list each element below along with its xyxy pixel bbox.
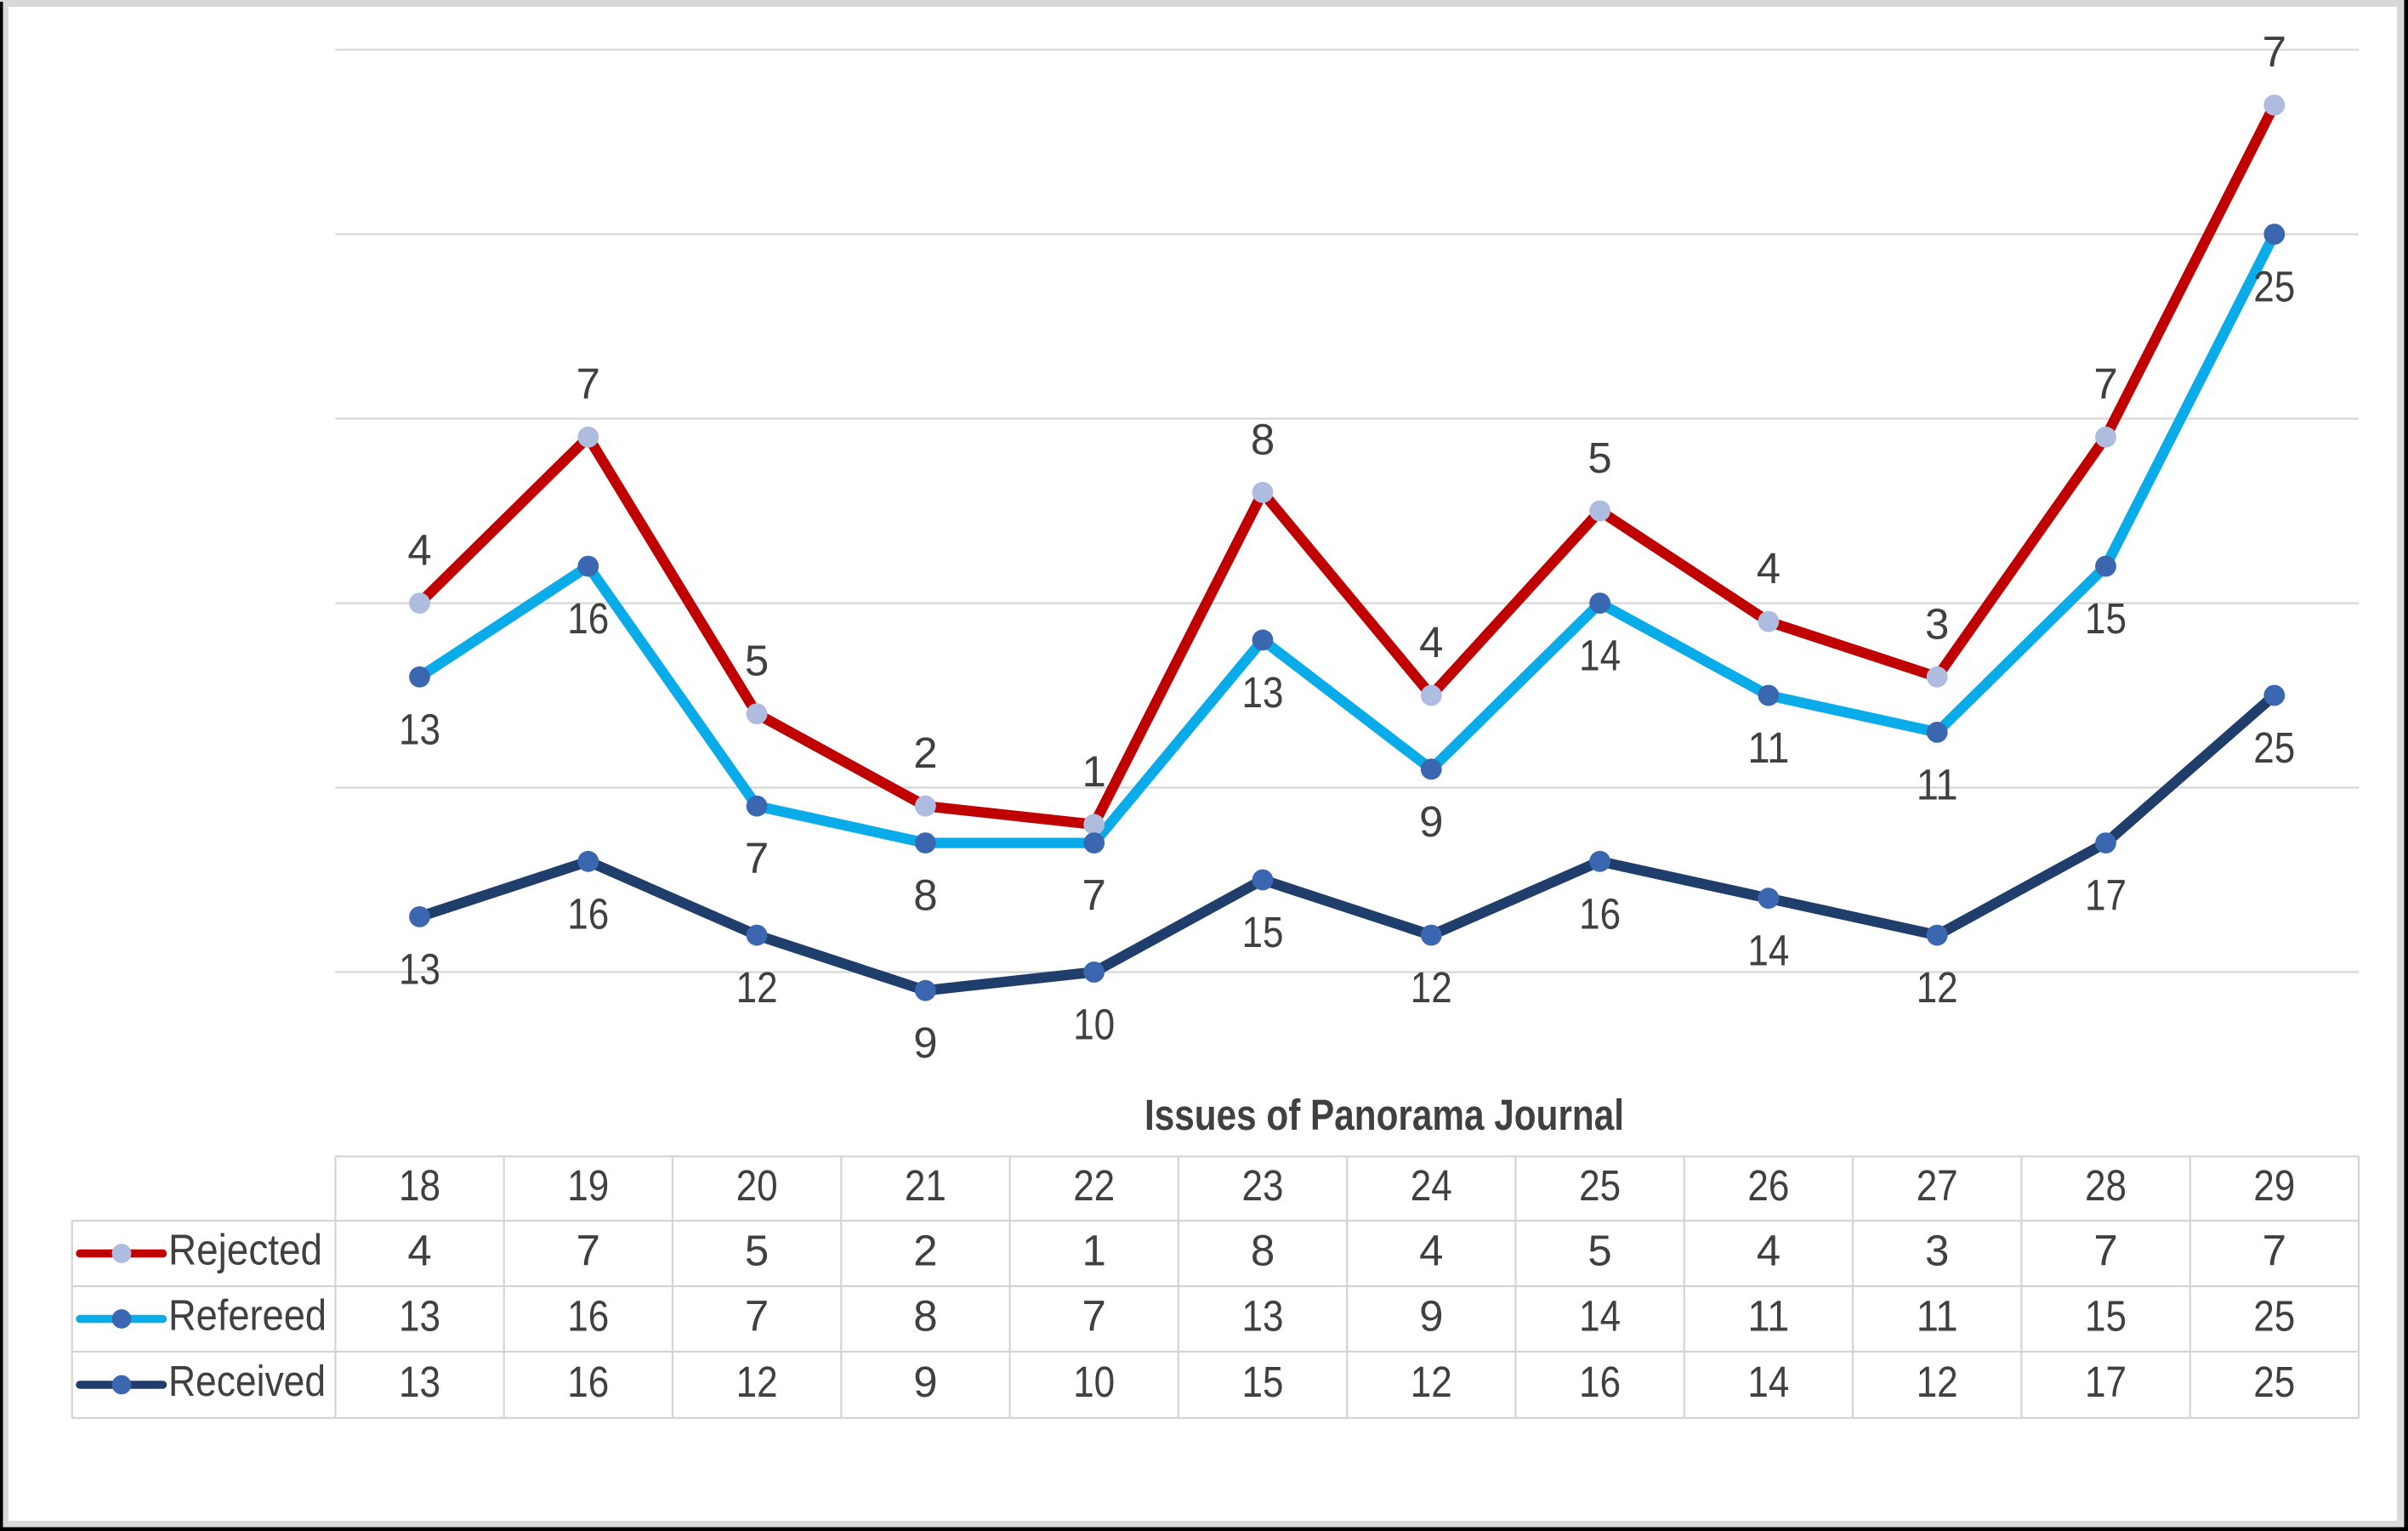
svg-text:9: 9 — [1419, 1292, 1443, 1341]
svg-text:5: 5 — [745, 637, 769, 685]
svg-text:5: 5 — [745, 1227, 769, 1275]
svg-text:14: 14 — [1579, 1292, 1621, 1341]
svg-text:7: 7 — [2263, 1227, 2286, 1275]
svg-text:25: 25 — [2253, 723, 2295, 772]
svg-text:16: 16 — [1579, 1358, 1621, 1406]
svg-text:22: 22 — [1073, 1161, 1115, 1210]
svg-text:13: 13 — [399, 1292, 440, 1341]
svg-text:16: 16 — [1579, 889, 1621, 938]
svg-text:10: 10 — [1073, 1358, 1115, 1406]
svg-text:16: 16 — [567, 889, 609, 938]
svg-text:7: 7 — [2093, 1227, 2117, 1275]
svg-text:16: 16 — [567, 1358, 609, 1406]
svg-text:7: 7 — [1082, 871, 1106, 920]
svg-text:7: 7 — [745, 834, 769, 882]
svg-text:12: 12 — [1411, 963, 1452, 1012]
svg-text:7: 7 — [1082, 1292, 1106, 1341]
svg-text:10: 10 — [1073, 1001, 1115, 1049]
svg-text:8: 8 — [913, 871, 937, 920]
svg-text:13: 13 — [1242, 1292, 1284, 1341]
svg-text:28: 28 — [2085, 1161, 2127, 1210]
svg-text:13: 13 — [1242, 668, 1284, 717]
svg-text:5: 5 — [1587, 434, 1611, 482]
svg-text:14: 14 — [1579, 632, 1621, 680]
svg-text:13: 13 — [399, 1358, 440, 1406]
svg-text:25: 25 — [1579, 1161, 1621, 1210]
svg-text:21: 21 — [905, 1161, 946, 1210]
svg-text:17: 17 — [2085, 1358, 2127, 1406]
svg-text:11: 11 — [1917, 760, 1958, 808]
svg-text:7: 7 — [576, 1227, 600, 1275]
svg-text:15: 15 — [2085, 1292, 2127, 1341]
svg-text:25: 25 — [2253, 1358, 2295, 1406]
svg-text:11: 11 — [1747, 723, 1789, 772]
svg-text:15: 15 — [2085, 594, 2127, 643]
svg-text:18: 18 — [399, 1161, 440, 1210]
svg-text:5: 5 — [1587, 1227, 1611, 1275]
svg-text:8: 8 — [1251, 1227, 1275, 1275]
svg-text:9: 9 — [1419, 797, 1443, 846]
svg-text:2: 2 — [913, 729, 937, 777]
svg-text:7: 7 — [2093, 360, 2117, 408]
svg-text:19: 19 — [567, 1161, 609, 1210]
svg-text:20: 20 — [736, 1161, 778, 1210]
svg-text:4: 4 — [407, 1227, 431, 1275]
svg-text:12: 12 — [1917, 1358, 1958, 1406]
svg-text:Received: Received — [168, 1357, 326, 1405]
svg-text:29: 29 — [2253, 1161, 2295, 1210]
svg-text:11: 11 — [1917, 1292, 1958, 1341]
svg-text:4: 4 — [407, 526, 431, 575]
svg-text:12: 12 — [1411, 1358, 1452, 1406]
svg-text:Refereed: Refereed — [168, 1291, 327, 1340]
svg-text:3: 3 — [1925, 1227, 1949, 1275]
svg-text:17: 17 — [2085, 871, 2127, 920]
svg-text:24: 24 — [1411, 1161, 1452, 1210]
svg-text:15: 15 — [1242, 1358, 1284, 1406]
svg-text:12: 12 — [736, 963, 778, 1012]
svg-text:7: 7 — [745, 1292, 769, 1341]
svg-text:Rejected: Rejected — [168, 1226, 322, 1274]
svg-text:11: 11 — [1747, 1292, 1789, 1341]
svg-text:16: 16 — [567, 594, 609, 643]
svg-text:26: 26 — [1747, 1161, 1789, 1210]
svg-text:12: 12 — [736, 1358, 778, 1406]
svg-text:23: 23 — [1242, 1161, 1284, 1210]
svg-text:14: 14 — [1747, 1358, 1789, 1406]
svg-text:13: 13 — [399, 705, 440, 753]
svg-text:15: 15 — [1242, 908, 1284, 956]
svg-text:16: 16 — [567, 1292, 609, 1341]
svg-text:Issues of Panorama Journal: Issues of Panorama Journal — [1144, 1091, 1624, 1139]
svg-text:8: 8 — [913, 1292, 937, 1341]
svg-text:4: 4 — [1419, 1227, 1443, 1275]
svg-text:9: 9 — [913, 1358, 937, 1406]
svg-text:3: 3 — [1925, 599, 1949, 648]
svg-text:25: 25 — [2253, 1292, 2295, 1341]
svg-text:9: 9 — [913, 1018, 937, 1067]
svg-text:14: 14 — [1747, 927, 1789, 975]
svg-text:12: 12 — [1917, 963, 1958, 1012]
svg-text:1: 1 — [1082, 1227, 1106, 1275]
svg-text:25: 25 — [2253, 263, 2295, 311]
svg-text:27: 27 — [1917, 1161, 1958, 1210]
svg-text:7: 7 — [2263, 28, 2286, 77]
svg-text:8: 8 — [1251, 415, 1275, 463]
svg-text:1: 1 — [1082, 747, 1106, 796]
svg-text:7: 7 — [576, 360, 600, 408]
svg-text:13: 13 — [399, 944, 440, 993]
svg-text:4: 4 — [1757, 544, 1780, 593]
svg-text:2: 2 — [913, 1227, 937, 1275]
svg-text:4: 4 — [1757, 1227, 1780, 1275]
svg-text:4: 4 — [1419, 618, 1443, 666]
